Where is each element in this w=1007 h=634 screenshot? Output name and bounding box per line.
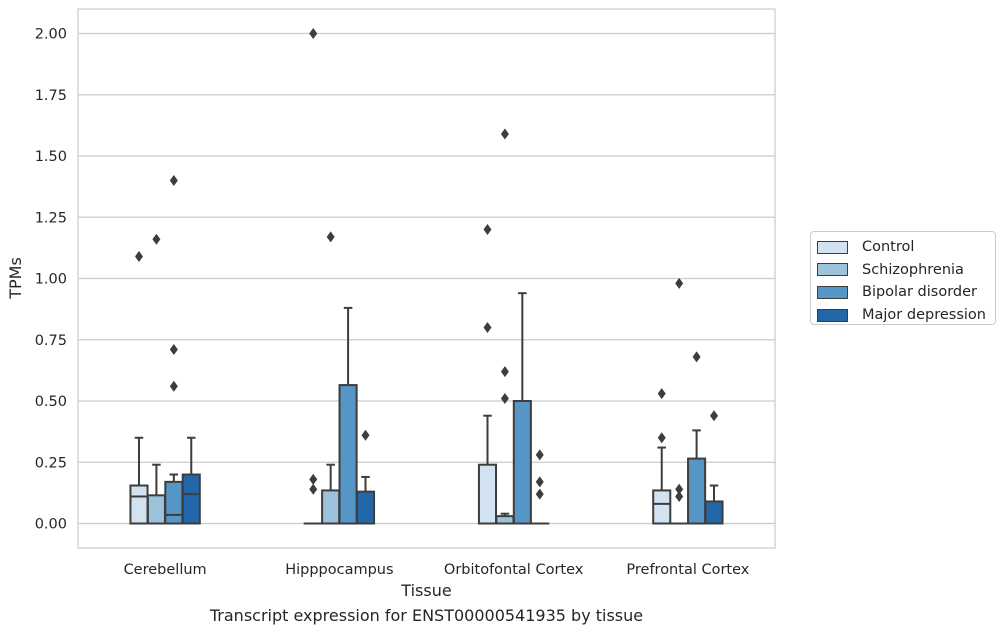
y-tick-label: 0.50 (35, 394, 67, 410)
box-major-depression (530, 449, 550, 525)
box-body (321, 489, 341, 525)
outlier-point (535, 476, 544, 488)
outlier-point (500, 366, 509, 378)
outlier-point (500, 393, 509, 405)
box-body (495, 515, 515, 525)
x-tick-labels: Cerebellum Hipppocampus Orbitofontal Corte… (124, 562, 750, 578)
box-schizophrenia (669, 277, 689, 525)
box-body (687, 457, 707, 525)
box-bipolar-disorder (338, 306, 358, 525)
legend-item: Schizophrenia (817, 259, 995, 282)
legend-swatch (817, 308, 848, 322)
box-body (181, 473, 201, 525)
box-body (704, 500, 724, 525)
y-tick-label: 0.25 (35, 455, 67, 471)
legend: Control Schizophrenia Bipolar disorder Majo… (810, 231, 996, 325)
y-tick-label: 1.25 (35, 210, 67, 226)
legend-item: Control (817, 236, 995, 259)
plot-frame (77, 8, 776, 549)
outlier-point (309, 473, 318, 485)
legend-swatch (817, 240, 848, 254)
x-tick-label: Cerebellum (124, 562, 207, 578)
box-control (477, 224, 498, 525)
outlier-point (169, 344, 178, 356)
outlier-point (326, 231, 335, 243)
box-schizophrenia (495, 128, 515, 525)
outlier-point (500, 128, 509, 140)
box-bipolar-disorder (687, 351, 707, 525)
legend-label: Major depression (862, 307, 986, 324)
legend-label: Control (862, 239, 915, 256)
outlier-point (675, 483, 684, 495)
y-tick-label: 0.75 (35, 333, 67, 349)
legend-label: Bipolar disorder (862, 284, 977, 301)
outlier-point (535, 488, 544, 500)
y-tick-label: 0.00 (35, 517, 67, 533)
outlier-point (483, 322, 492, 333)
outlier-point (169, 380, 178, 392)
box-major-depression (704, 410, 724, 525)
box-body (164, 480, 184, 525)
box-control (652, 388, 672, 525)
legend-item: Bipolar disorder (817, 281, 995, 304)
x-axis-label: Tissue (400, 581, 451, 600)
y-tick-labels: 0.00 0.25 0.50 0.75 1.00 1.25 1.50 1.75 2.00 (35, 27, 67, 533)
box-body (129, 484, 149, 525)
figure-caption: Transcript expression for ENST0000054193… (209, 606, 644, 625)
box-control (129, 250, 149, 525)
y-tick-label: 2.00 (35, 27, 67, 43)
x-tick-label: Hipppocampus (285, 562, 393, 578)
box-major-depression (181, 436, 201, 525)
outlier-point (535, 449, 544, 461)
box-major-depression (355, 429, 376, 525)
box-body (477, 463, 498, 525)
box-schizophrenia (146, 233, 166, 525)
legend-item: Major depression (817, 304, 995, 327)
y-tick-label: 1.50 (35, 149, 67, 165)
gridlines (78, 32, 775, 525)
outlier-point (361, 429, 370, 441)
box-schizophrenia (321, 231, 341, 525)
legend-swatch (817, 263, 848, 277)
y-axis-label: TPMs (6, 257, 25, 300)
outlier-point (692, 351, 701, 363)
legend-swatch (817, 285, 848, 299)
y-tick-label: 1.00 (35, 272, 67, 288)
outlier-point (169, 175, 178, 186)
outlier-point (657, 388, 666, 400)
x-tick-label: Prefrontal Cortex (626, 562, 749, 578)
box-control (303, 28, 323, 525)
x-tick-label: Orbitofontal Cortex (444, 562, 584, 578)
box-body (652, 489, 672, 525)
legend-label: Schizophrenia (862, 261, 964, 278)
outlier-point (152, 233, 161, 245)
outlier-point (710, 410, 719, 422)
outlier-point (134, 250, 143, 262)
box-body (146, 494, 166, 525)
outlier-point (483, 224, 492, 235)
outlier-point (675, 491, 684, 503)
plot-area (129, 28, 724, 525)
box-body (512, 400, 532, 525)
box-bipolar-disorder (164, 175, 184, 525)
y-tick-label: 1.75 (35, 88, 67, 104)
outlier-point (309, 483, 318, 495)
box-body (355, 490, 376, 525)
outlier-point (309, 28, 318, 39)
outlier-point (657, 432, 666, 444)
box-bipolar-disorder (512, 292, 532, 525)
box-body (338, 384, 358, 525)
outlier-point (675, 277, 684, 289)
